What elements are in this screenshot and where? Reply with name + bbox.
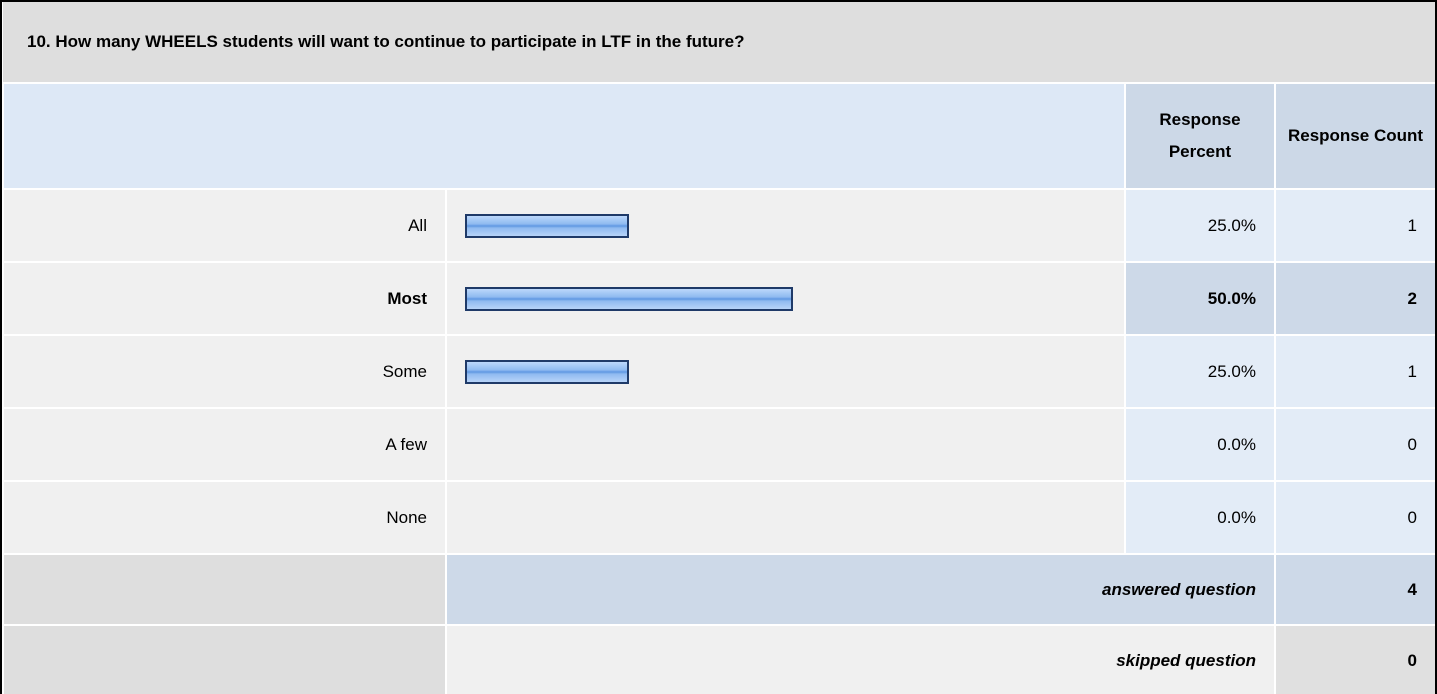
skipped-count: 0	[1274, 624, 1435, 694]
footer-blank	[2, 553, 447, 626]
title-row: 10. How many WHEELS students will want t…	[3, 2, 1435, 84]
answer-label: A few	[2, 407, 447, 482]
bar-cell	[445, 188, 1126, 263]
skipped-row: skipped question 0	[2, 624, 1435, 694]
header-blank	[2, 82, 1126, 190]
response-count: 2	[1274, 261, 1435, 336]
footer-blank	[2, 624, 447, 694]
response-count: 1	[1274, 188, 1435, 263]
answer-label: All	[2, 188, 447, 263]
bar-cell	[445, 334, 1126, 409]
header-row: Response Percent Response Count	[2, 82, 1435, 190]
percent-bar	[465, 213, 629, 238]
response-percent: 0.0%	[1124, 480, 1276, 555]
response-count: 1	[1274, 334, 1435, 409]
answer-row: Some 25.0% 1	[2, 334, 1435, 409]
answer-row: All 25.0% 1	[2, 188, 1435, 263]
answered-row: answered question 4	[2, 553, 1435, 626]
skipped-label: skipped question	[445, 624, 1276, 694]
percent-bar	[465, 286, 793, 311]
response-count: 0	[1274, 407, 1435, 482]
response-percent: 50.0%	[1124, 261, 1276, 336]
answered-label: answered question	[445, 553, 1276, 626]
answer-row: None 0.0% 0	[2, 480, 1435, 555]
response-percent: 25.0%	[1124, 188, 1276, 263]
answer-label: None	[2, 480, 447, 555]
bar-cell	[445, 261, 1126, 336]
answer-row: Most 50.0% 2	[2, 261, 1435, 336]
answered-count: 4	[1274, 553, 1435, 626]
answer-row: A few 0.0% 0	[2, 407, 1435, 482]
answer-label: Most	[2, 261, 447, 336]
bar-cell	[445, 407, 1126, 482]
response-percent: 25.0%	[1124, 334, 1276, 409]
response-count: 0	[1274, 480, 1435, 555]
question-title: 10. How many WHEELS students will want t…	[3, 2, 1435, 84]
header-count: Response Count	[1274, 82, 1435, 190]
response-percent: 0.0%	[1124, 407, 1276, 482]
bar-cell	[445, 480, 1126, 555]
answer-label: Some	[2, 334, 447, 409]
header-percent: Response Percent	[1124, 82, 1276, 190]
percent-bar	[465, 359, 629, 384]
